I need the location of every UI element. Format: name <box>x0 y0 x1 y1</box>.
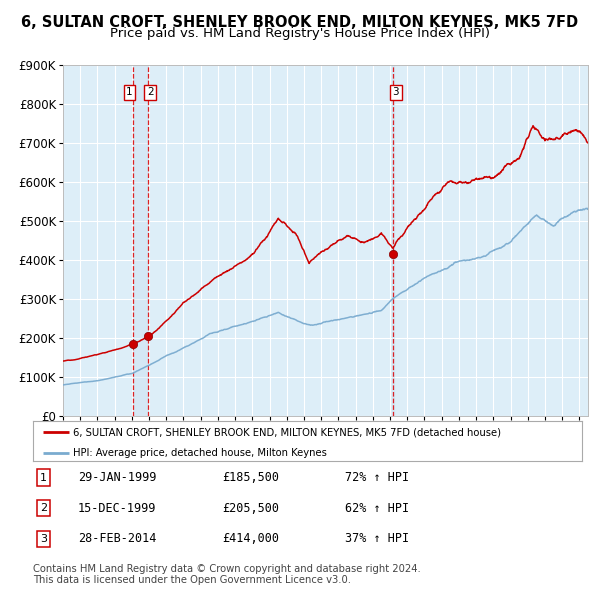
Text: £205,500: £205,500 <box>222 502 279 514</box>
Text: 1: 1 <box>40 473 47 483</box>
Text: Contains HM Land Registry data © Crown copyright and database right 2024.
This d: Contains HM Land Registry data © Crown c… <box>33 563 421 585</box>
Text: HPI: Average price, detached house, Milton Keynes: HPI: Average price, detached house, Milt… <box>73 448 326 458</box>
Text: Price paid vs. HM Land Registry's House Price Index (HPI): Price paid vs. HM Land Registry's House … <box>110 27 490 40</box>
Text: 72% ↑ HPI: 72% ↑ HPI <box>345 471 409 484</box>
Text: 3: 3 <box>40 534 47 544</box>
Text: 15-DEC-1999: 15-DEC-1999 <box>78 502 157 514</box>
Text: 6, SULTAN CROFT, SHENLEY BROOK END, MILTON KEYNES, MK5 7FD (detached house): 6, SULTAN CROFT, SHENLEY BROOK END, MILT… <box>73 428 500 438</box>
Text: £414,000: £414,000 <box>222 532 279 545</box>
Bar <box>392 65 394 416</box>
Text: 29-JAN-1999: 29-JAN-1999 <box>78 471 157 484</box>
Text: 2: 2 <box>147 87 154 97</box>
Text: 28-FEB-2014: 28-FEB-2014 <box>78 532 157 545</box>
Text: 2: 2 <box>40 503 47 513</box>
Text: 37% ↑ HPI: 37% ↑ HPI <box>345 532 409 545</box>
Text: 6, SULTAN CROFT, SHENLEY BROOK END, MILTON KEYNES, MK5 7FD: 6, SULTAN CROFT, SHENLEY BROOK END, MILT… <box>22 15 578 30</box>
Text: 3: 3 <box>392 87 399 97</box>
Text: 62% ↑ HPI: 62% ↑ HPI <box>345 502 409 514</box>
Text: 1: 1 <box>126 87 133 97</box>
Bar <box>133 65 148 416</box>
Text: £185,500: £185,500 <box>222 471 279 484</box>
